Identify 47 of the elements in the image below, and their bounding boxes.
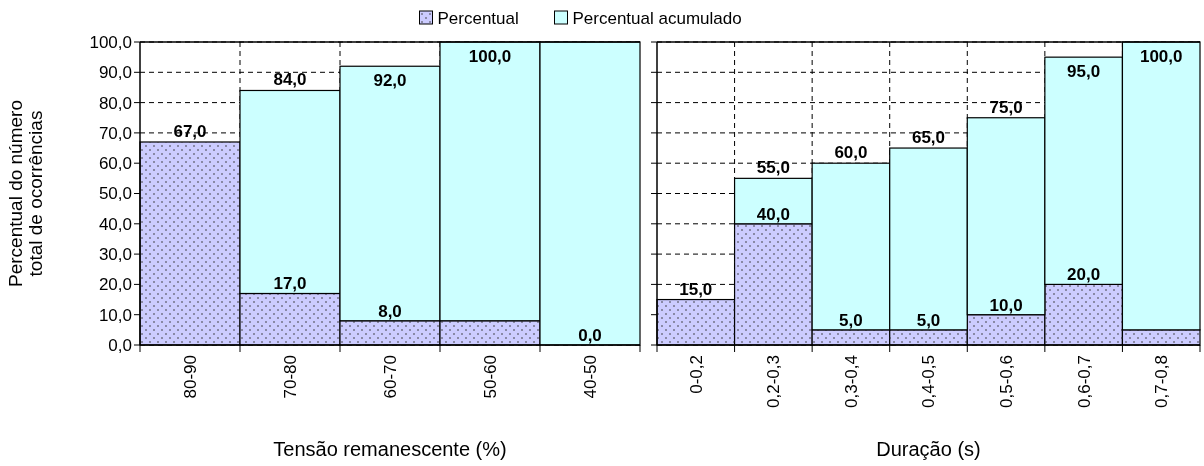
y-tick-label: 70,0: [98, 123, 132, 143]
y-axis-title: Percentual do número total de ocorrências: [5, 100, 46, 287]
y-tick-label: 20,0: [98, 275, 132, 295]
total-label: 75,0: [989, 97, 1023, 117]
data-label: 40,0: [756, 204, 790, 224]
total-label: 65,0: [911, 128, 946, 148]
data-label: 5,0: [839, 310, 863, 330]
y-tick-label: 100,0: [89, 32, 132, 52]
y-tick-label: 40,0: [98, 214, 132, 234]
total-label: 60,0: [834, 143, 868, 163]
total-label: 67,0: [173, 121, 207, 141]
x-tick-label: 60-70: [380, 355, 400, 399]
x-tick-label: 50-60: [480, 355, 500, 399]
x-axis-title: Duração (s): [876, 438, 981, 460]
total-label: 95,0: [1067, 62, 1101, 82]
x-tick-label: 0,5-0,6: [997, 355, 1017, 408]
legend-label: Percentual: [437, 8, 519, 28]
x-tick-label: 40-50: [580, 355, 600, 399]
x-tick-label: 70-80: [280, 355, 300, 399]
data-label: 20,0: [1067, 265, 1101, 285]
total-label: 84,0: [273, 70, 307, 90]
total-label: 92,0: [373, 71, 407, 91]
y-tick-label: 10,0: [98, 305, 132, 325]
x-tick-label: 0,4-0,5: [919, 355, 939, 408]
x-tick-label: 0-0,2: [686, 355, 706, 394]
y-tick-label: 80,0: [98, 93, 132, 113]
total-label: 100,0: [468, 47, 512, 66]
x-axis-title: Tensão remanescente (%): [273, 438, 507, 460]
y-tick-label: 90,0: [98, 63, 132, 83]
legend-label: Percentual acumulado: [572, 8, 742, 28]
x-tick-label: 0,3-0,4: [841, 355, 861, 408]
x-tick-label: 0,6-0,7: [1074, 355, 1094, 408]
y-tick-label: 30,0: [98, 245, 132, 265]
y-tick-label: 50,0: [98, 184, 132, 204]
total-label: 55,0: [756, 158, 790, 178]
data-label: 17,0: [273, 274, 307, 294]
annotation: 0,0: [578, 326, 602, 345]
x-tick-label: 0,2-0,3: [764, 355, 784, 408]
x-tick-label: 0,7-0,8: [1152, 355, 1172, 408]
y-tick-label: 60,0: [98, 154, 132, 174]
y-tick-label: 0,0: [108, 335, 132, 355]
total-label: 15,0: [679, 279, 713, 299]
x-tick-label: 80-90: [180, 355, 200, 399]
total-label: 100,0: [1139, 47, 1183, 66]
data-label: 10,0: [989, 295, 1023, 315]
data-label: 8,0: [378, 301, 402, 321]
data-label: 5,0: [916, 310, 941, 330]
